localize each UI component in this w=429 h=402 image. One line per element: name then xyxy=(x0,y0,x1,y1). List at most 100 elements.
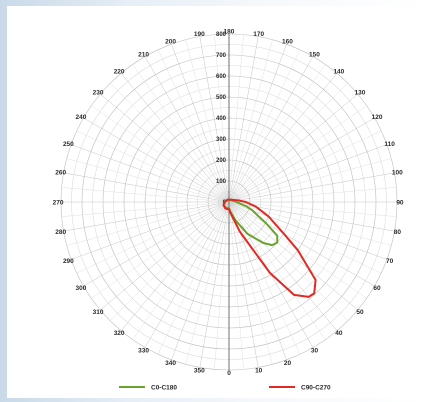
grid-spoke xyxy=(228,201,273,365)
radial-label-100: 100 xyxy=(216,179,227,185)
grid-spoke xyxy=(228,49,301,203)
radial-label-300: 300 xyxy=(216,137,227,143)
grid-spoke xyxy=(120,73,230,203)
grid-spoke xyxy=(66,158,230,203)
grid-spoke xyxy=(228,39,273,203)
grid-spoke xyxy=(228,201,382,274)
grid-spoke xyxy=(228,34,244,203)
angle-label-350: 350 xyxy=(194,368,205,375)
grid-spoke xyxy=(110,201,230,321)
angle-label-280: 280 xyxy=(55,229,66,236)
grid-spoke xyxy=(228,187,397,203)
grid-spoke xyxy=(132,201,230,340)
grid-spoke xyxy=(61,201,230,217)
angle-label-30: 30 xyxy=(311,347,319,354)
angle-label-310: 310 xyxy=(93,309,104,316)
grid-spoke xyxy=(63,201,230,232)
grid-spoke xyxy=(228,201,348,321)
angle-label-210: 210 xyxy=(138,51,149,58)
angle-label-330: 330 xyxy=(138,347,149,354)
angle-label-290: 290 xyxy=(63,258,74,265)
angle-label-250: 250 xyxy=(63,141,74,148)
grid-spoke xyxy=(91,105,230,203)
angle-label-90: 90 xyxy=(396,199,404,206)
angle-label-220: 220 xyxy=(114,68,125,75)
grid-spoke xyxy=(132,64,230,203)
chart-panel: 0 10 20 30 40 50 60 70 80 90 100 110 120 130 140 150 160… xyxy=(6,6,422,398)
grid-spoke xyxy=(228,201,387,260)
radial-label-600: 600 xyxy=(216,74,227,80)
angle-label-50: 50 xyxy=(356,309,364,316)
angle-label-120: 120 xyxy=(372,114,383,121)
grid-spoke xyxy=(66,201,230,246)
grid-spoke xyxy=(228,201,397,217)
radial-label-800: 800 xyxy=(216,32,227,38)
angle-label-0: 0 xyxy=(227,370,231,377)
grid-spoke xyxy=(144,201,230,348)
angle-label-300: 300 xyxy=(76,285,87,292)
grid-spoke xyxy=(228,201,244,370)
grid-spoke xyxy=(228,44,287,203)
grid-spoke xyxy=(228,201,392,246)
angle-label-320: 320 xyxy=(114,330,125,337)
grid-spoke xyxy=(157,49,230,203)
grid-spoke xyxy=(110,83,230,203)
grid-spoke xyxy=(228,93,358,203)
grid-spoke xyxy=(171,44,230,203)
angle-label-60: 60 xyxy=(373,285,381,292)
polar-intensity-chart: 0 10 20 30 40 50 60 70 80 90 100 110 120 130 140 150 160… xyxy=(53,28,404,392)
grid-spoke xyxy=(83,201,230,287)
grid-spoke xyxy=(199,36,230,203)
grid-spoke xyxy=(228,64,326,203)
angle-label-100: 100 xyxy=(392,170,403,177)
grid-spoke xyxy=(157,201,230,355)
grid-spoke xyxy=(76,201,230,274)
grid-spoke xyxy=(228,83,348,203)
data-series xyxy=(222,198,317,298)
angle-label-340: 340 xyxy=(165,360,176,367)
legend-label-c90-c270: C90-C270 xyxy=(301,385,331,392)
angle-label-130: 130 xyxy=(355,89,366,96)
polar-grid xyxy=(60,33,398,371)
angle-label-40: 40 xyxy=(335,330,343,337)
grid-spoke xyxy=(171,201,230,360)
angle-label-140: 140 xyxy=(333,68,344,75)
grid-spoke xyxy=(100,201,230,311)
grid-spoke xyxy=(214,34,230,203)
grid-spoke xyxy=(228,201,326,340)
radial-label-200: 200 xyxy=(216,158,227,164)
grid-spoke xyxy=(71,201,230,260)
grid-spoke xyxy=(228,158,392,203)
angle-label-70: 70 xyxy=(386,258,394,265)
angle-label-240: 240 xyxy=(76,114,87,121)
grid-spoke xyxy=(228,73,338,203)
grid-spoke xyxy=(120,201,230,331)
angle-label-110: 110 xyxy=(384,141,395,148)
angle-labels: 0 10 20 30 40 50 60 70 80 90 100 110 120 130 140 150 160… xyxy=(53,28,404,377)
grid-spoke xyxy=(100,93,230,203)
grid-spoke xyxy=(91,201,230,299)
angle-label-230: 230 xyxy=(93,89,104,96)
grid-spoke xyxy=(63,172,230,203)
angle-label-170: 170 xyxy=(253,31,264,38)
grid-spoke xyxy=(199,201,230,368)
radial-label-400: 400 xyxy=(216,116,227,122)
angle-label-260: 260 xyxy=(55,170,66,177)
grid-spoke xyxy=(228,172,395,203)
grid-spoke xyxy=(71,144,230,203)
angle-label-150: 150 xyxy=(309,51,320,58)
radial-label-500: 500 xyxy=(216,95,227,101)
angle-label-160: 160 xyxy=(282,39,293,46)
grid-spoke xyxy=(76,130,230,203)
angle-label-270: 270 xyxy=(53,199,64,206)
grid-spoke xyxy=(228,201,259,368)
legend: C0-C180 C90-C270 xyxy=(119,385,331,392)
legend-label-c0-c180: C0-C180 xyxy=(151,385,177,392)
grid-spoke xyxy=(228,201,375,287)
angle-label-20: 20 xyxy=(284,360,292,367)
grid-spoke xyxy=(228,144,387,203)
grid-spoke xyxy=(214,201,230,370)
grid-spoke xyxy=(144,56,230,203)
grid-spoke xyxy=(61,187,230,203)
